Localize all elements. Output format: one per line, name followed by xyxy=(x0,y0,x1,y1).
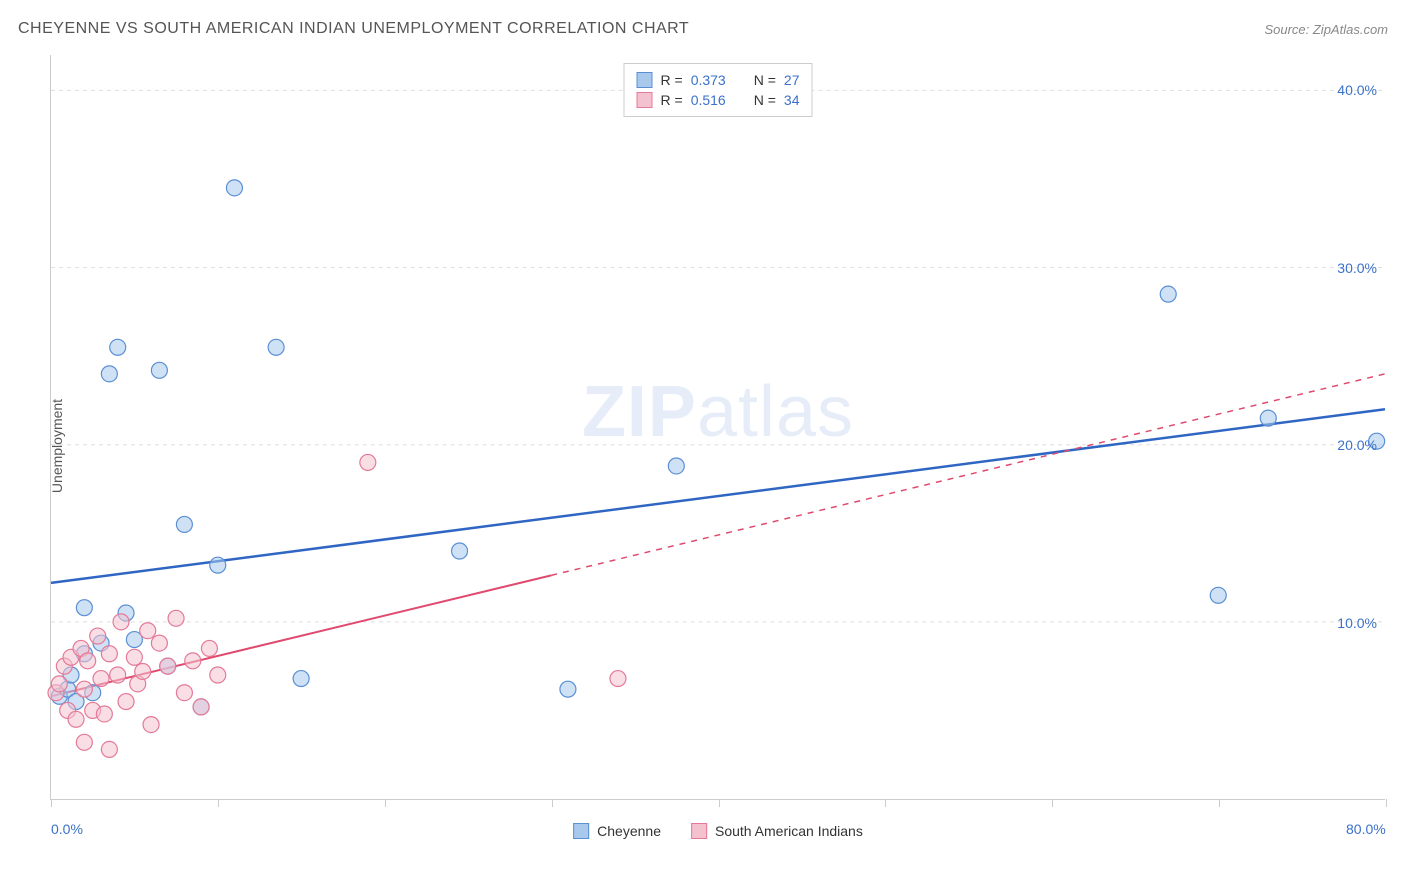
legend-swatch xyxy=(573,823,589,839)
scatter-points xyxy=(48,180,1385,758)
scatter-point xyxy=(1160,286,1176,302)
scatter-point xyxy=(113,614,129,630)
scatter-point xyxy=(90,628,106,644)
legend-swatch xyxy=(691,823,707,839)
scatter-point xyxy=(293,671,309,687)
scatter-point xyxy=(226,180,242,196)
scatter-point xyxy=(68,711,84,727)
legend-top-row: R = 0.516 N = 34 xyxy=(637,90,800,110)
x-tick xyxy=(1386,799,1387,807)
scatter-point xyxy=(160,658,176,674)
scatter-point xyxy=(176,685,192,701)
legend-series-label: Cheyenne xyxy=(597,823,661,839)
legend-n-label: N = xyxy=(754,72,776,88)
legend-bottom-item: South American Indians xyxy=(691,823,863,839)
scatter-point xyxy=(268,339,284,355)
x-tick xyxy=(1219,799,1220,807)
scatter-point xyxy=(185,653,201,669)
chart-svg xyxy=(51,55,1385,799)
scatter-point xyxy=(210,667,226,683)
legend-bottom: Cheyenne South American Indians xyxy=(573,823,863,839)
y-axis-tick-label: 40.0% xyxy=(1337,82,1377,98)
x-axis-tick-label: 0.0% xyxy=(51,821,83,837)
legend-top: R = 0.373 N = 27 R = 0.516 N = 34 xyxy=(624,63,813,117)
chart-title: CHEYENNE VS SOUTH AMERICAN INDIAN UNEMPL… xyxy=(18,20,689,38)
x-axis-tick-label: 80.0% xyxy=(1346,821,1386,837)
y-axis-tick-label: 10.0% xyxy=(1337,615,1377,631)
gridlines xyxy=(51,90,1385,621)
scatter-point xyxy=(80,653,96,669)
legend-n-value: 27 xyxy=(784,72,800,88)
scatter-point xyxy=(110,667,126,683)
legend-r-label: R = xyxy=(661,72,683,88)
scatter-point xyxy=(96,706,112,722)
y-axis-tick-label: 30.0% xyxy=(1337,260,1377,276)
legend-bottom-item: Cheyenne xyxy=(573,823,661,839)
legend-swatch xyxy=(637,92,653,108)
scatter-point xyxy=(168,610,184,626)
scatter-point xyxy=(126,649,142,665)
scatter-point xyxy=(76,734,92,750)
plot-area: ZIPatlas 0.0%80.0%10.0%20.0%30.0%40.0% R… xyxy=(50,55,1385,800)
scatter-point xyxy=(143,717,159,733)
trend-lines xyxy=(51,374,1385,696)
scatter-point xyxy=(51,676,67,692)
scatter-point xyxy=(151,362,167,378)
scatter-point xyxy=(360,454,376,470)
scatter-point xyxy=(140,623,156,639)
scatter-point xyxy=(668,458,684,474)
scatter-point xyxy=(93,671,109,687)
x-tick xyxy=(552,799,553,807)
x-tick xyxy=(218,799,219,807)
scatter-point xyxy=(1260,410,1276,426)
legend-top-row: R = 0.373 N = 27 xyxy=(637,70,800,90)
scatter-point xyxy=(210,557,226,573)
scatter-point xyxy=(193,699,209,715)
scatter-point xyxy=(151,635,167,651)
x-tick xyxy=(385,799,386,807)
x-tick xyxy=(885,799,886,807)
scatter-point xyxy=(560,681,576,697)
x-tick xyxy=(51,799,52,807)
scatter-point xyxy=(118,694,134,710)
x-tick xyxy=(1052,799,1053,807)
legend-r-value: 0.516 xyxy=(691,92,726,108)
title-bar: CHEYENNE VS SOUTH AMERICAN INDIAN UNEMPL… xyxy=(18,20,1388,38)
legend-n-label: N = xyxy=(754,92,776,108)
legend-r-value: 0.373 xyxy=(691,72,726,88)
legend-swatch xyxy=(637,72,653,88)
scatter-point xyxy=(1210,587,1226,603)
scatter-point xyxy=(201,640,217,656)
scatter-point xyxy=(135,663,151,679)
scatter-point xyxy=(110,339,126,355)
scatter-point xyxy=(101,741,117,757)
scatter-point xyxy=(101,646,117,662)
legend-series-label: South American Indians xyxy=(715,823,863,839)
source-label: Source: ZipAtlas.com xyxy=(1264,22,1388,37)
scatter-point xyxy=(76,681,92,697)
legend-r-label: R = xyxy=(661,92,683,108)
scatter-point xyxy=(76,600,92,616)
x-tick xyxy=(719,799,720,807)
scatter-point xyxy=(452,543,468,559)
scatter-point xyxy=(176,516,192,532)
scatter-point xyxy=(610,671,626,687)
scatter-point xyxy=(101,366,117,382)
legend-n-value: 34 xyxy=(784,92,800,108)
y-axis-tick-label: 20.0% xyxy=(1337,437,1377,453)
